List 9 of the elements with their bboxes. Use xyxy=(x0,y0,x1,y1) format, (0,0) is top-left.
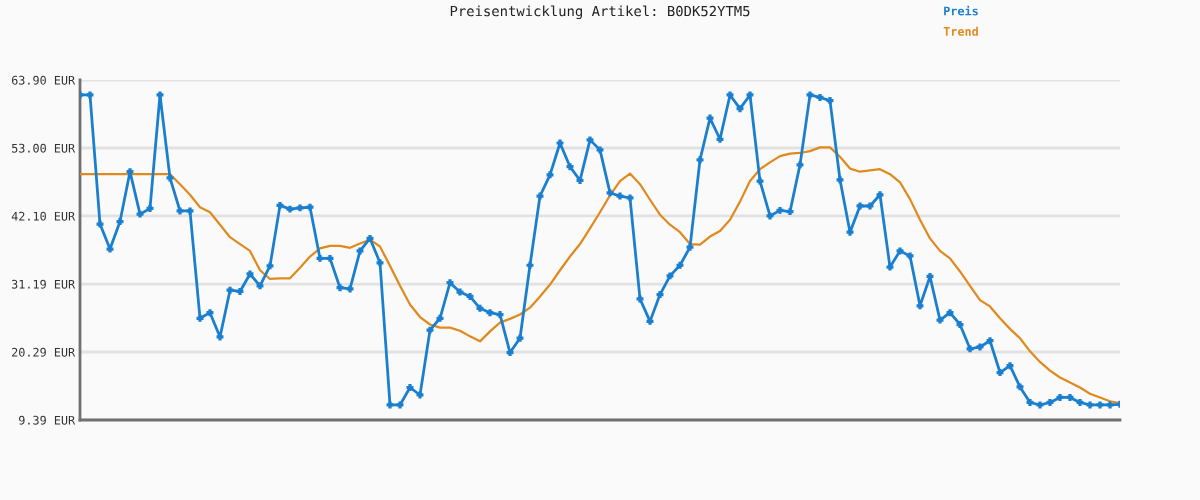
y-tick-label: 20.29 EUR xyxy=(12,347,76,357)
y-tick-label: 63.90 EUR xyxy=(11,75,76,85)
y-tick-label: 31.19 EUR xyxy=(11,279,76,289)
y-tick-label: 42.10 EUR xyxy=(11,211,76,221)
text: Preis xyxy=(944,5,978,16)
text: Trend xyxy=(943,26,978,36)
y-tick-label: 9.39 EUR xyxy=(19,415,76,425)
chart-title: Preisentwicklung Artikel: B0DK52YTM5 xyxy=(450,5,750,20)
y-tick-label: 53.00 EUR xyxy=(12,143,76,153)
